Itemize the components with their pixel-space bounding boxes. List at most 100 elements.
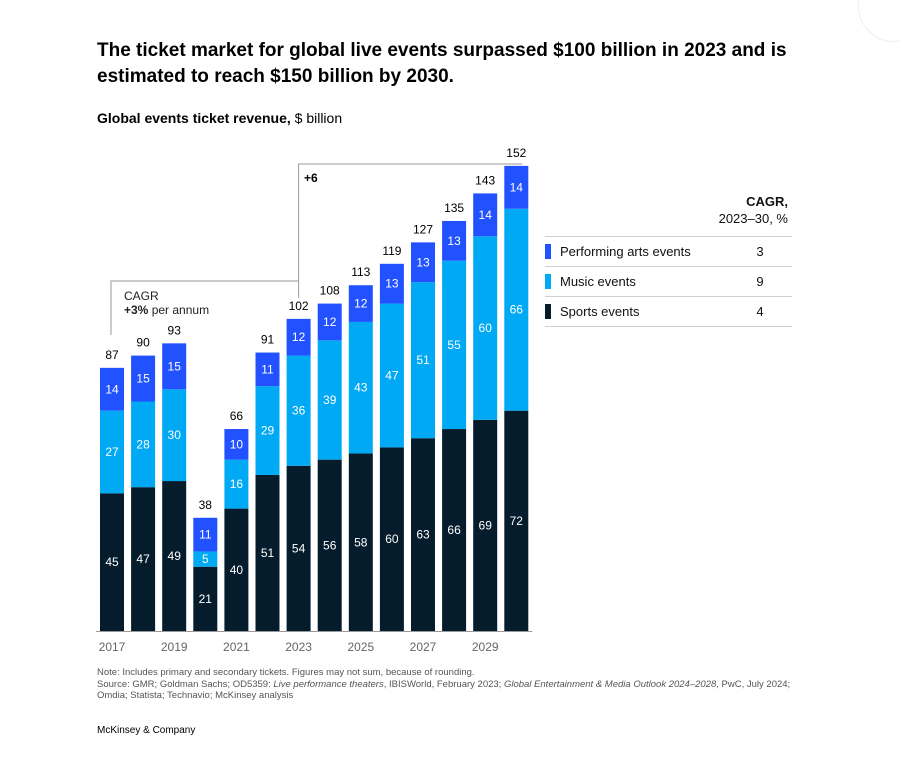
bar-label-sports-2021: 40	[230, 563, 244, 577]
legend-cagr-value: 4	[756, 304, 764, 319]
bar-music-2025	[348, 321, 373, 454]
bar-music-2027	[411, 282, 435, 439]
bar-label-performing-2029: 14	[479, 208, 493, 222]
cagr-bracket	[110, 163, 523, 335]
bar-performing-2028	[442, 220, 467, 261]
legend-header: CAGR, 2023–30, %	[545, 193, 792, 227]
bar-label-performing-2024: 12	[323, 315, 337, 329]
total-label-2019: 93	[168, 323, 182, 337]
bar-label-music-2018: 28	[136, 437, 150, 451]
total-label-2027: 127	[413, 222, 433, 236]
total-label-2030: 152	[506, 146, 526, 160]
bar-label-sports-2028: 66	[447, 523, 461, 537]
footnotes: Note: Includes primary and secondary tic…	[97, 667, 797, 702]
bar-music-2023	[286, 355, 311, 466]
bar-label-music-2023: 36	[292, 404, 306, 418]
brand-logo-text: McKinsey & Company	[97, 725, 196, 736]
subtitle-unit: $ billion	[290, 110, 343, 126]
bar-sports-2020	[193, 566, 218, 631]
bar-performing-2018	[131, 355, 156, 402]
bar-label-sports-2018: 47	[136, 552, 150, 566]
bar-label-performing-2019: 15	[168, 359, 182, 373]
bar-label-music-2027: 51	[416, 353, 430, 367]
bar-label-performing-2023: 12	[292, 330, 306, 344]
total-label-2017: 87	[105, 348, 119, 362]
bracket-plus6-line	[298, 163, 523, 281]
bar-label-music-2022: 29	[261, 424, 275, 438]
bar-sports-2019	[162, 481, 187, 631]
bar-label-music-2026: 47	[385, 368, 399, 382]
bar-label-performing-2020: 11	[199, 528, 212, 542]
total-label-2022: 91	[261, 333, 275, 347]
chart-title: The ticket market for global live events…	[97, 40, 787, 87]
bar-music-2026	[379, 303, 404, 448]
bar-performing-2021	[224, 429, 249, 460]
bar-label-performing-2030: 14	[510, 180, 524, 194]
x-tick-2021: 2021	[223, 640, 250, 654]
bar-label-sports-2022: 51	[261, 546, 275, 560]
legend: CAGR, 2023–30, % Performing arts events …	[545, 193, 792, 327]
bar-music-2022	[255, 386, 280, 475]
bar-label-sports-2027: 63	[416, 528, 430, 542]
x-tick-2025: 2025	[347, 640, 374, 654]
total-label-2018: 90	[136, 336, 150, 350]
source-part-a: Source: GMR; Goldman Sachs; OD5359:	[97, 678, 274, 690]
bar-label-performing-2027: 13	[416, 255, 430, 269]
total-label-2024: 108	[320, 284, 340, 298]
source-line: Source: GMR; Goldman Sachs; OD5359: Live…	[97, 679, 797, 702]
bar-performing-2022	[255, 352, 280, 387]
bar-music-2030	[504, 208, 529, 411]
bar-label-sports-2025: 58	[354, 535, 368, 549]
legend-item-performing: Performing arts events 3	[545, 236, 792, 266]
bar-label-music-2021: 16	[230, 477, 244, 491]
bar-performing-2027	[411, 242, 435, 283]
x-tick-2029: 2029	[472, 640, 499, 654]
annotation-plus6: +6	[304, 171, 318, 185]
legend-label: Performing arts events	[560, 244, 691, 259]
bar-sports-2030	[504, 410, 529, 631]
bar-music-2017	[100, 410, 124, 494]
bar-performing-2023	[286, 318, 311, 356]
annotation-cagr-label: CAGR	[124, 289, 159, 303]
bar-label-sports-2017: 45	[105, 555, 119, 569]
legend-cagr-value: 9	[756, 274, 764, 289]
annotation-cagr-value: +3% per annum	[124, 303, 209, 317]
x-tick-2027: 2027	[410, 640, 437, 654]
total-label-2021: 66	[230, 409, 244, 423]
bar-performing-2030	[504, 165, 529, 209]
bar-sports-2024	[317, 459, 342, 631]
bar-music-2024	[317, 340, 342, 460]
bar-performing-2029	[473, 193, 498, 237]
total-label-2026: 119	[382, 244, 401, 258]
legend-swatch-performing	[545, 244, 551, 259]
bar-label-sports-2024: 56	[323, 538, 337, 552]
bar-label-sports-2020: 21	[199, 592, 213, 606]
bar-label-sports-2026: 60	[385, 532, 399, 546]
bar-label-music-2030: 66	[510, 303, 524, 317]
bar-label-performing-2026: 13	[385, 277, 399, 291]
total-label-2023: 102	[289, 299, 309, 313]
bar-performing-2020	[193, 517, 218, 552]
subtitle-bold: Global events ticket revenue,	[97, 110, 291, 126]
annotation-cagr-rest: per annum	[148, 303, 209, 317]
source-part-b: , IBISWorld, February 2023;	[383, 678, 504, 690]
legend-swatch-music	[545, 274, 551, 289]
total-label-2020: 38	[199, 498, 213, 512]
bar-label-performing-2018: 15	[136, 372, 150, 386]
bar-label-sports-2029: 69	[479, 518, 493, 532]
x-tick-2017: 2017	[99, 640, 126, 654]
note-line: Note: Includes primary and secondary tic…	[97, 667, 475, 678]
source-italic-2: Global Entertainment & Media Outlook 202…	[503, 678, 717, 690]
legend-item-sports: Sports events 4	[545, 296, 792, 327]
legend-item-music: Music events 9	[545, 266, 792, 296]
bar-label-performing-2028: 13	[447, 234, 461, 248]
bar-label-performing-2025: 12	[354, 297, 368, 311]
bar-performing-2024	[317, 303, 342, 341]
chart-subtitle: Global events ticket revenue, $ billion	[97, 110, 342, 126]
bar-sports-2027	[411, 438, 435, 631]
bar-label-music-2024: 39	[323, 393, 337, 407]
bars-group: 45 27 14 47 28 15 49 30 15 21 5 11 40 16 10 51 29 11 54 36 1…	[100, 165, 529, 631]
legend-cagr-value: 3	[756, 244, 764, 259]
bar-label-performing-2021: 10	[230, 437, 244, 451]
